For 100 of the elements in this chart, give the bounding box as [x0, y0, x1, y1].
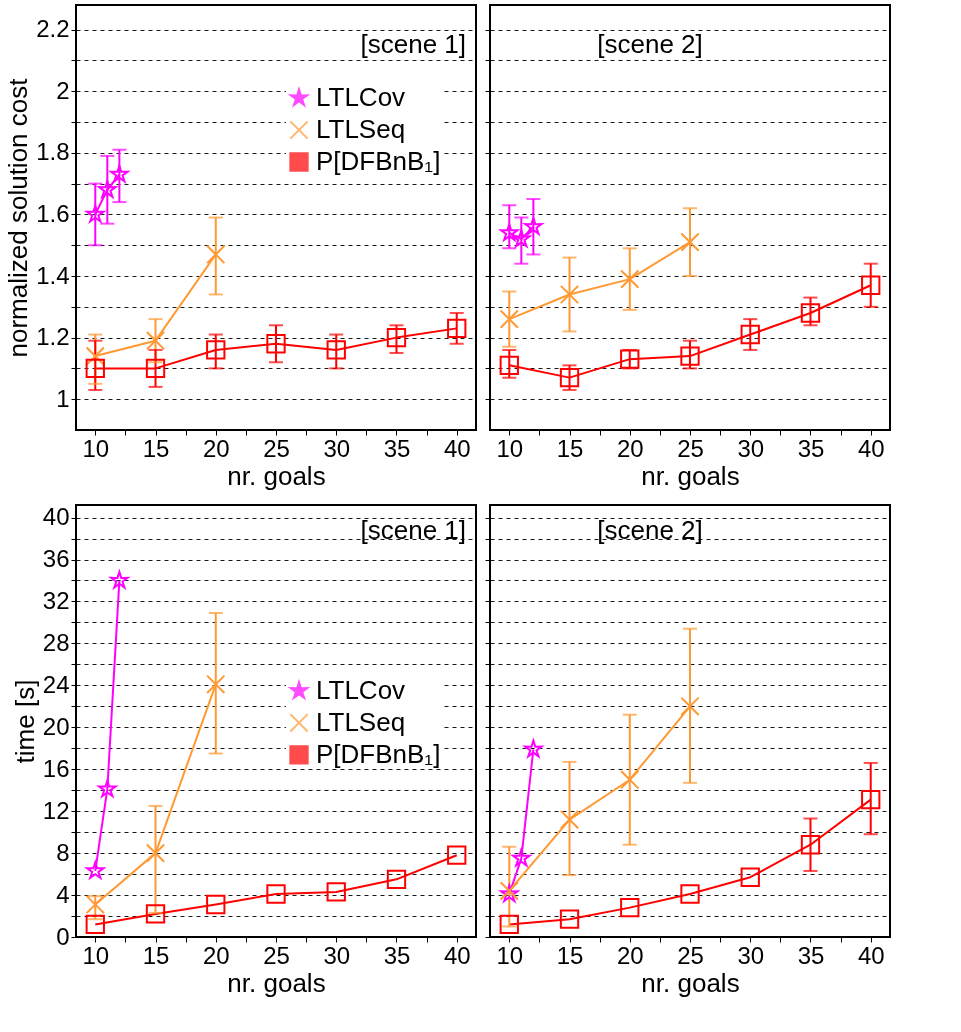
point — [499, 355, 519, 375]
point — [499, 914, 519, 935]
point — [861, 789, 881, 810]
y-tick-label: 1.6 — [36, 199, 70, 227]
x-tick-label: 10 — [82, 434, 110, 462]
point — [386, 869, 407, 889]
x-tick-label: 40 — [443, 941, 471, 969]
point — [326, 882, 346, 902]
point — [206, 674, 226, 694]
point — [510, 846, 533, 868]
point — [524, 217, 543, 235]
point — [85, 346, 105, 366]
x-tick-label: 20 — [616, 941, 644, 969]
point — [145, 331, 166, 351]
y-tick-label: 36 — [42, 545, 70, 573]
y-tick-label: 2 — [56, 76, 70, 104]
point — [206, 894, 226, 915]
x-tick-label: 40 — [443, 434, 471, 462]
x-tick-label: 40 — [857, 434, 885, 462]
legend-label: P[DFBnB₁] — [316, 146, 441, 176]
x-tick-label: 25 — [263, 434, 290, 462]
x-tick-label: 20 — [616, 434, 644, 462]
x-tick-label: 30 — [737, 434, 765, 462]
point — [861, 275, 881, 295]
x-axis-title: nr. goals — [227, 460, 326, 491]
point — [680, 346, 700, 366]
x-tick-label: 10 — [496, 941, 524, 969]
point — [680, 884, 700, 904]
point — [740, 324, 760, 345]
annotation: [scene 1] — [360, 515, 466, 545]
x-tick-label: 25 — [677, 434, 704, 462]
legend-label: LTLSeq — [316, 114, 406, 144]
x-tick-label: 10 — [82, 941, 110, 969]
point — [447, 845, 467, 865]
legend-label: LTLCov — [316, 674, 406, 705]
point — [499, 309, 519, 329]
x-tick-label: 15 — [556, 434, 584, 462]
x-tick-label: 30 — [323, 434, 351, 462]
point — [522, 737, 545, 759]
point — [559, 909, 580, 929]
x-tick-label: 25 — [677, 941, 704, 969]
point — [85, 914, 105, 935]
point — [620, 770, 640, 790]
y-axis-title: time [s] — [9, 679, 40, 764]
point — [559, 809, 580, 830]
y-tick-label: 0 — [56, 922, 70, 950]
x-tick-label: 15 — [556, 941, 584, 969]
point — [680, 232, 700, 252]
x-tick-label: 25 — [263, 941, 290, 969]
point — [98, 779, 117, 798]
y-tick-label: 1.2 — [36, 323, 70, 351]
annotation: [scene 1] — [360, 29, 466, 59]
y-tick-label: 1 — [56, 384, 70, 412]
point — [386, 327, 407, 348]
x-tick-label: 35 — [383, 941, 411, 969]
point — [680, 696, 700, 716]
y-tick-label: 2.2 — [36, 15, 70, 43]
point — [266, 334, 286, 354]
x-tick-label: 20 — [202, 434, 230, 462]
point — [559, 284, 580, 305]
y-tick-label: 28 — [42, 628, 70, 656]
y-tick-label: 4 — [56, 880, 70, 908]
x-tick-label: 30 — [323, 941, 351, 969]
point — [98, 180, 117, 198]
point — [800, 303, 821, 323]
x-axis-title: nr. goals — [227, 967, 326, 998]
point — [326, 340, 346, 360]
x-axis-title: nr. goals — [641, 967, 740, 998]
point — [620, 269, 640, 289]
y-tick-label: 20 — [42, 712, 70, 740]
point — [85, 358, 105, 379]
annotation: [scene 2] — [597, 29, 703, 59]
point — [206, 244, 226, 265]
y-tick-label: 1.4 — [36, 261, 70, 289]
x-tick-label: 35 — [383, 434, 411, 462]
y-tick-label: 12 — [42, 796, 70, 824]
y-tick-label: 1.8 — [36, 138, 70, 166]
legend-label: P[DFBnB₁] — [316, 738, 441, 769]
y-tick-label: 8 — [56, 838, 70, 866]
point — [447, 318, 467, 339]
point — [800, 835, 821, 855]
point — [145, 843, 166, 863]
point — [512, 229, 531, 248]
y-tick-label: 16 — [42, 754, 70, 782]
y-tick-label: 24 — [42, 670, 70, 698]
x-tick-label: 20 — [202, 941, 230, 969]
legend-label: LTLSeq — [316, 706, 406, 737]
y-tick-label: 40 — [42, 503, 70, 531]
point — [85, 894, 105, 915]
x-tick-label: 15 — [142, 941, 170, 969]
point — [620, 897, 640, 918]
point — [206, 340, 226, 360]
point — [86, 204, 105, 223]
legend-label: LTLCov — [316, 82, 406, 112]
y-tick-label: 32 — [42, 586, 70, 614]
x-tick-label: 40 — [857, 941, 885, 969]
x-tick-label: 35 — [797, 941, 825, 969]
point — [145, 358, 166, 379]
point — [266, 884, 286, 904]
x-axis-title: nr. goals — [641, 460, 740, 491]
